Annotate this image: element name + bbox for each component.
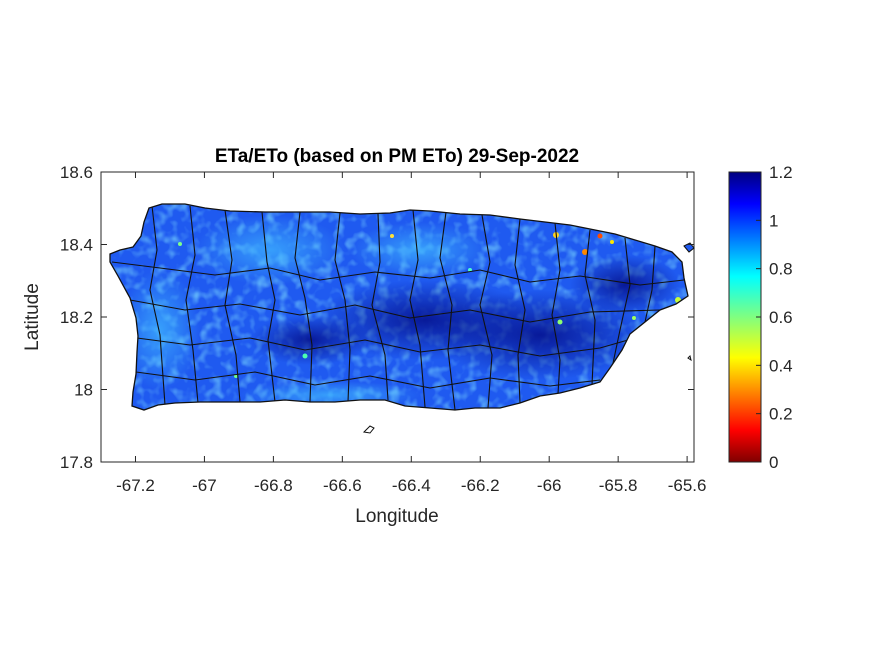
colorbar-tick-label: 0.2 [769, 405, 793, 424]
x-axis-ticks: -67.2 -67 -66.8 -66.6 -66.4 -66.2 -66 -65.8 -65.… [116, 172, 706, 495]
x-axis-label: Longitude [355, 506, 438, 527]
x-tick-label: -65.6 [668, 476, 707, 495]
x-tick-label: -67.2 [116, 476, 155, 495]
colorbar-tick-label: 0 [769, 453, 778, 472]
colorbar-tick-label: 1 [769, 211, 778, 230]
y-axis-ticks: 17.8 18 18.2 18.4 18.6 [60, 163, 694, 472]
islet-south [362, 425, 375, 434]
colorbar-tick-label: 0.4 [769, 356, 793, 375]
x-tick-label: -66.2 [461, 476, 500, 495]
x-tick-label: -66.8 [254, 476, 293, 495]
x-tick-label: -66 [537, 476, 562, 495]
x-tick-label: -66.6 [323, 476, 362, 495]
colorbar [728, 171, 762, 463]
y-axis-label: Latitude [22, 283, 43, 351]
chart-title: ETa/ETo (based on PM ETo) 29-Sep-2022 [215, 146, 579, 167]
anomaly-points [178, 232, 681, 378]
y-tick-label: 17.8 [60, 453, 93, 472]
island-outline [109, 203, 689, 411]
y-tick-label: 18.4 [60, 236, 93, 255]
colorbar-tick-label: 0.6 [769, 308, 793, 327]
islet-southeast [687, 355, 692, 362]
x-tick-label: -65.8 [599, 476, 638, 495]
y-tick-label: 18 [74, 381, 93, 400]
colorbar-tick-label: 0.8 [769, 260, 793, 279]
municipality-borders [111, 205, 685, 410]
y-tick-label: 18.6 [60, 163, 93, 182]
colorbar-tick-label: 1.2 [769, 163, 793, 182]
x-tick-label: -66.4 [392, 476, 431, 495]
x-tick-label: -67 [192, 476, 217, 495]
y-tick-label: 18.2 [60, 308, 93, 327]
colorbar-ticks: 0 0.2 0.4 0.6 0.8 1 1.2 [756, 163, 793, 472]
